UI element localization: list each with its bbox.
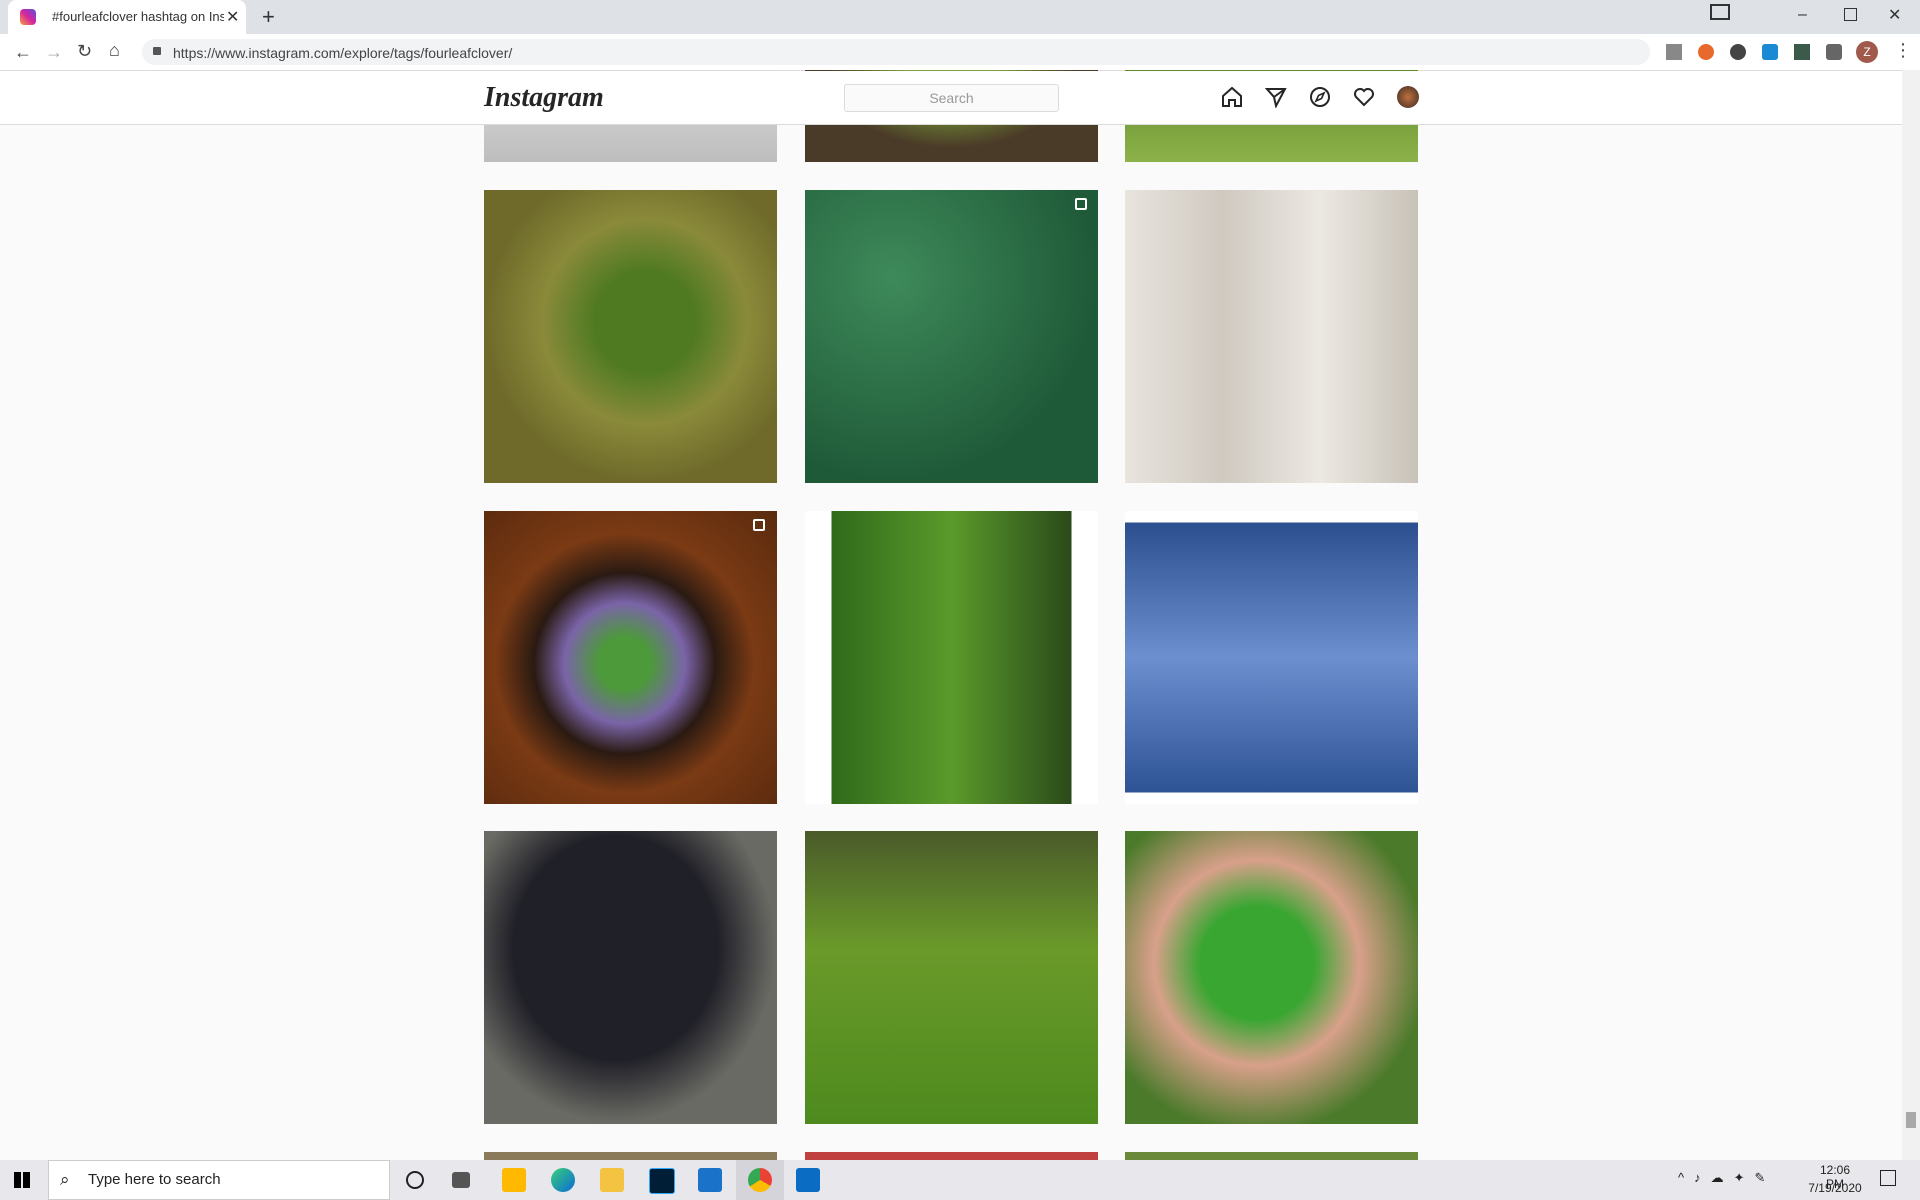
post-thumbnail[interactable] — [805, 511, 1098, 804]
address-bar[interactable] — [142, 39, 1650, 65]
photoshop[interactable] — [649, 1168, 675, 1194]
scroll-thumb[interactable] — [1906, 1112, 1916, 1128]
post-thumbnail[interactable] — [484, 511, 777, 804]
scrollbar — [1902, 70, 1920, 1160]
notifications[interactable] — [1880, 1170, 1896, 1186]
profile-avatar[interactable] — [1397, 86, 1419, 108]
search-icon: ⌕ — [60, 1170, 70, 1189]
direct-icon[interactable] — [1265, 86, 1287, 108]
restore[interactable] — [1844, 8, 1857, 21]
task-view[interactable] — [452, 1172, 470, 1188]
activity-icon[interactable] — [1353, 86, 1375, 108]
post-thumbnail[interactable] — [805, 831, 1098, 1124]
edge[interactable] — [551, 1168, 575, 1192]
minimize[interactable]: – — [1798, 6, 1807, 23]
post-thumbnail[interactable] — [805, 1152, 1098, 1160]
store[interactable] — [502, 1168, 526, 1192]
tray-icons[interactable]: ^♪☁✦✎ — [1678, 1170, 1776, 1185]
back[interactable]: ← — [14, 42, 32, 62]
menu[interactable]: ⋮ — [1894, 40, 1912, 60]
url[interactable]: https://www.instagram.com/explore/tags/f… — [173, 45, 513, 61]
carousel-icon — [753, 519, 765, 531]
tab-close[interactable]: ✕ — [226, 9, 240, 26]
post-thumbnail[interactable] — [484, 1152, 777, 1160]
clock-date[interactable]: 7/19/2020 — [1808, 1181, 1862, 1195]
home[interactable]: ⌂ — [109, 40, 120, 60]
extension[interactable] — [1666, 44, 1682, 60]
explore-icon[interactable] — [1309, 86, 1331, 108]
mail[interactable] — [698, 1168, 722, 1192]
clock-time[interactable]: 12:06 PM — [1819, 1163, 1851, 1191]
chrome[interactable] — [748, 1168, 772, 1192]
forward[interactable]: → — [45, 42, 63, 62]
app[interactable] — [796, 1168, 820, 1192]
home-icon[interactable] — [1221, 86, 1243, 108]
lock-icon — [153, 47, 161, 55]
file-explorer[interactable] — [600, 1168, 624, 1192]
tab-title: #fourleafclover hashtag on Insta — [52, 9, 224, 24]
start-button[interactable] — [14, 1172, 30, 1188]
post-thumbnail[interactable] — [805, 190, 1098, 483]
post-thumbnail[interactable] — [1125, 831, 1418, 1124]
extensions-menu[interactable] — [1826, 44, 1842, 60]
extension[interactable] — [1794, 44, 1810, 60]
extension[interactable] — [1698, 44, 1714, 60]
reload[interactable]: ↻ — [77, 41, 93, 61]
post-thumbnail[interactable] — [484, 190, 777, 483]
extension[interactable] — [1730, 44, 1746, 60]
extension[interactable] — [1762, 44, 1778, 60]
profile[interactable]: Z — [1856, 41, 1878, 63]
tab-strip — [0, 0, 1920, 34]
new-tab[interactable]: + — [262, 4, 275, 29]
post-thumbnail[interactable] — [484, 831, 777, 1124]
favicon — [20, 9, 36, 25]
cortana[interactable] — [406, 1171, 424, 1189]
post-thumbnail[interactable] — [1125, 190, 1418, 483]
post-thumbnail[interactable] — [1125, 1152, 1418, 1160]
close[interactable]: ✕ — [1888, 7, 1902, 24]
search-box[interactable]: Search — [844, 84, 1059, 112]
taskbar-search-text: Type here to search — [88, 1171, 221, 1188]
reading-list[interactable] — [1710, 4, 1730, 20]
browser-tab[interactable]: #fourleafclover hashtag on Insta ✕ — [8, 0, 246, 34]
carousel-icon — [1075, 198, 1087, 210]
logo[interactable]: Instagram — [484, 82, 604, 113]
post-thumbnail[interactable] — [1125, 511, 1418, 804]
